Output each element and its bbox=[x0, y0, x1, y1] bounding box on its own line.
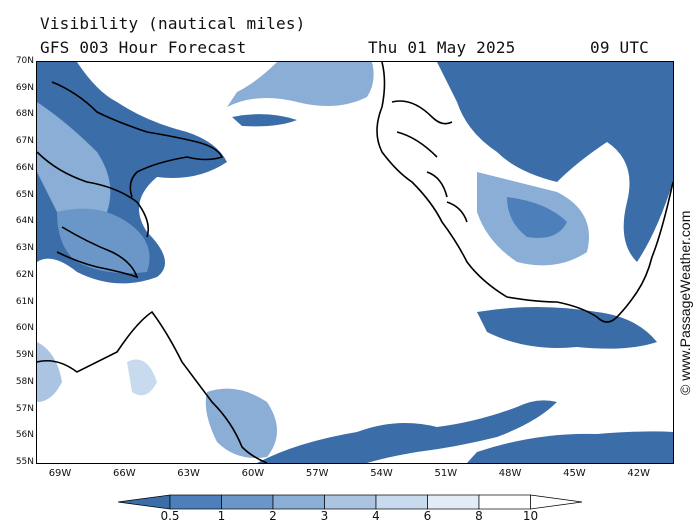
fog-region-greenland-inner bbox=[507, 197, 567, 238]
lat-label: 61N bbox=[15, 296, 34, 307]
colorbar-label: 2 bbox=[269, 509, 277, 523]
forecast-date: Thu 01 May 2025 bbox=[368, 38, 516, 57]
colorbar-segment bbox=[375, 494, 428, 510]
lon-label: 66W bbox=[112, 468, 136, 479]
fog-patch-north-dark bbox=[232, 114, 297, 127]
fog-region-west-light bbox=[37, 102, 111, 220]
coastlines bbox=[37, 62, 673, 463]
colorbar-low-arrow bbox=[117, 494, 171, 510]
visibility-fields bbox=[37, 62, 673, 463]
colorbar bbox=[117, 494, 583, 510]
colorbar-label: 8 bbox=[475, 509, 483, 523]
colorbar-segment bbox=[272, 494, 325, 510]
lat-label: 70N bbox=[15, 56, 34, 66]
lon-label: 69W bbox=[48, 468, 72, 479]
forecast-subtitle: GFS 003 Hour Forecast bbox=[40, 38, 247, 57]
coastline-baffin-north bbox=[51, 81, 224, 198]
lat-label: 68N bbox=[15, 109, 34, 120]
colorbar-high-arrow bbox=[530, 494, 583, 510]
coastline-baffin-mid bbox=[37, 151, 150, 238]
fog-patch-southwest bbox=[37, 342, 62, 402]
colorbar-segment bbox=[221, 494, 274, 510]
lat-label: 59N bbox=[15, 350, 34, 361]
lat-label: 62N bbox=[15, 269, 34, 280]
lat-label: 55N bbox=[15, 457, 34, 467]
lon-label: 60W bbox=[241, 468, 265, 479]
lat-label: 64N bbox=[15, 216, 34, 227]
coastline-greenland-west bbox=[376, 62, 673, 323]
fog-region-baffin-south bbox=[57, 208, 150, 274]
fog-band-north bbox=[227, 62, 374, 107]
lat-label: 58N bbox=[15, 376, 34, 387]
lon-label: 54W bbox=[370, 468, 393, 479]
fog-patch-south-light bbox=[205, 388, 277, 458]
colorbar-label: 4 bbox=[372, 509, 380, 523]
colorbar-canvas bbox=[117, 494, 583, 510]
lat-label: 63N bbox=[15, 243, 34, 254]
map-title: Visibility (nautical miles) bbox=[40, 14, 306, 33]
colorbar-segment bbox=[169, 494, 222, 510]
lon-label: 63W bbox=[177, 468, 200, 479]
forecast-time: 09 UTC bbox=[590, 38, 649, 57]
fog-region-greenland-east bbox=[437, 62, 673, 262]
lat-label: 65N bbox=[15, 189, 34, 200]
map-canvas bbox=[37, 62, 673, 463]
lat-label: 67N bbox=[15, 136, 34, 147]
fog-patch-cape-farewell bbox=[477, 307, 657, 349]
watermark: © www.PassageWeather.com bbox=[676, 150, 696, 400]
fog-patch-labrador bbox=[127, 359, 157, 396]
coastline-baffin-south bbox=[56, 226, 139, 279]
fog-band-southeast bbox=[467, 431, 673, 463]
colorbar-label: 3 bbox=[320, 509, 329, 523]
colorbar-label: 0.5 bbox=[160, 509, 180, 523]
lat-label: 56N bbox=[15, 430, 34, 441]
lon-label: 51W bbox=[434, 468, 458, 479]
lat-label: 66N bbox=[15, 162, 34, 173]
colorbar-label: 6 bbox=[423, 509, 432, 523]
lon-label: 42W bbox=[627, 468, 650, 479]
fog-band-south bbox=[257, 400, 557, 463]
lon-label: 57W bbox=[305, 468, 329, 479]
lat-label: 57N bbox=[15, 403, 34, 414]
colorbar-segment bbox=[427, 494, 480, 510]
coastline-labrador bbox=[37, 310, 268, 463]
visibility-map bbox=[36, 61, 674, 464]
coastline-greenland-fjords bbox=[391, 100, 468, 223]
lon-label: 45W bbox=[563, 468, 586, 479]
lat-label: 60N bbox=[15, 323, 34, 334]
colorbar-label: 1 bbox=[217, 509, 226, 523]
lon-label: 48W bbox=[498, 468, 522, 479]
colorbar-segment bbox=[324, 494, 377, 510]
colorbar-segment bbox=[478, 494, 531, 510]
lat-label: 69N bbox=[15, 82, 34, 93]
colorbar-label: 10 bbox=[522, 509, 539, 523]
watermark-text: © www.PassageWeather.com bbox=[677, 211, 693, 395]
